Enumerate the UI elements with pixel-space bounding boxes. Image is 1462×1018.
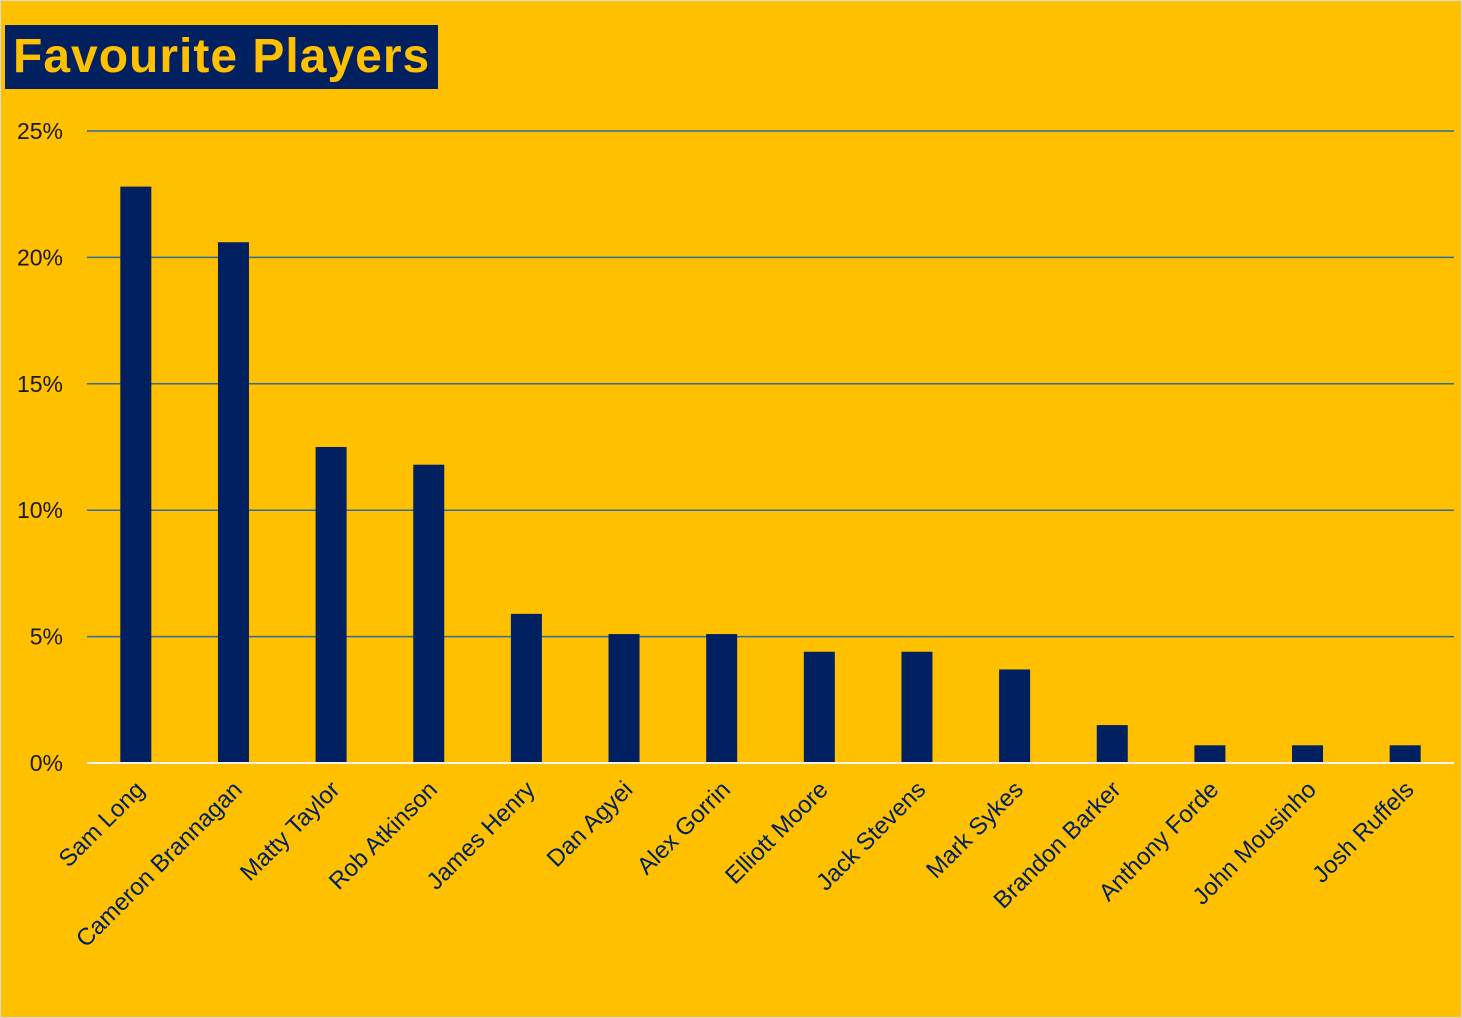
chart-title-box: Favourite Players xyxy=(5,25,439,89)
bar-mark-sykes xyxy=(999,669,1031,763)
bar-james-henry xyxy=(510,613,542,763)
y-tick-label-5: 5% xyxy=(30,624,63,650)
y-tick-label-0: 0% xyxy=(30,750,63,776)
bar-john-mousinho xyxy=(1292,745,1324,763)
y-axis-ticks: 0% 5% 10% 15% 20% 25% xyxy=(17,118,63,776)
bar-jack-stevens xyxy=(901,651,933,763)
bar-josh-ruffels xyxy=(1389,745,1421,763)
y-tick-label-10: 10% xyxy=(17,497,63,523)
bar-brandon-barker xyxy=(1096,725,1128,763)
gridlines xyxy=(87,130,1454,638)
x-label-sam-long: Sam Long xyxy=(54,776,150,872)
x-label-josh-ruffels: Josh Ruffels xyxy=(1307,776,1419,888)
bar-cameron-brannagan xyxy=(217,242,249,763)
bar-sam-long xyxy=(120,186,152,764)
y-tick-label-20: 20% xyxy=(17,244,63,270)
bar-dan-agyei xyxy=(608,634,640,763)
bar-matty-taylor xyxy=(315,447,347,763)
bar-anthony-forde xyxy=(1194,745,1226,763)
x-label-alex-gorrin: Alex Gorrin xyxy=(632,776,736,880)
bar-alex-gorrin xyxy=(706,634,738,763)
x-label-mark-sykes: Mark Sykes xyxy=(921,776,1029,884)
bar-elliott-moore xyxy=(803,651,835,763)
y-tick-label-15: 15% xyxy=(17,371,63,397)
x-label-dan-agyei: Dan Agyei xyxy=(542,776,638,872)
chart-title: Favourite Players xyxy=(13,30,431,83)
x-label-cameron-brannagan: Cameron Brannagan xyxy=(71,776,248,953)
bar-rob-atkinson xyxy=(413,464,445,763)
bars xyxy=(120,186,1421,764)
y-tick-label-25: 25% xyxy=(17,118,63,144)
